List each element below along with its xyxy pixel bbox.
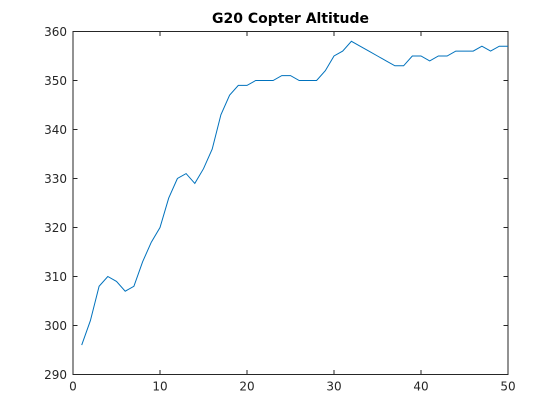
x-tick-label: 50	[500, 380, 515, 394]
x-tick-label: 20	[239, 380, 254, 394]
altitude-series-line	[81, 40, 508, 346]
y-tick-label: 300	[44, 319, 67, 333]
y-tick-label: 350	[44, 74, 67, 88]
series-layer	[81, 40, 508, 346]
plot-area	[72, 31, 509, 375]
x-tick-label: 30	[326, 380, 341, 394]
y-tick-label: 290	[44, 368, 67, 382]
y-tick-label: 310	[44, 270, 67, 284]
chart-title: G20 Copter Altitude	[212, 11, 369, 27]
ticks-layer: 0 10 20 30 40 50 290 300 310 320 330 340 350 360	[44, 25, 516, 394]
y-tick-label: 320	[44, 221, 67, 235]
x-tick-label: 10	[152, 380, 167, 394]
y-tick-label: 330	[44, 172, 67, 186]
y-tick-label: 340	[44, 123, 67, 137]
x-tick-label: 0	[69, 380, 77, 394]
x-tick-label: 40	[413, 380, 428, 394]
y-tick-label: 360	[44, 25, 67, 39]
